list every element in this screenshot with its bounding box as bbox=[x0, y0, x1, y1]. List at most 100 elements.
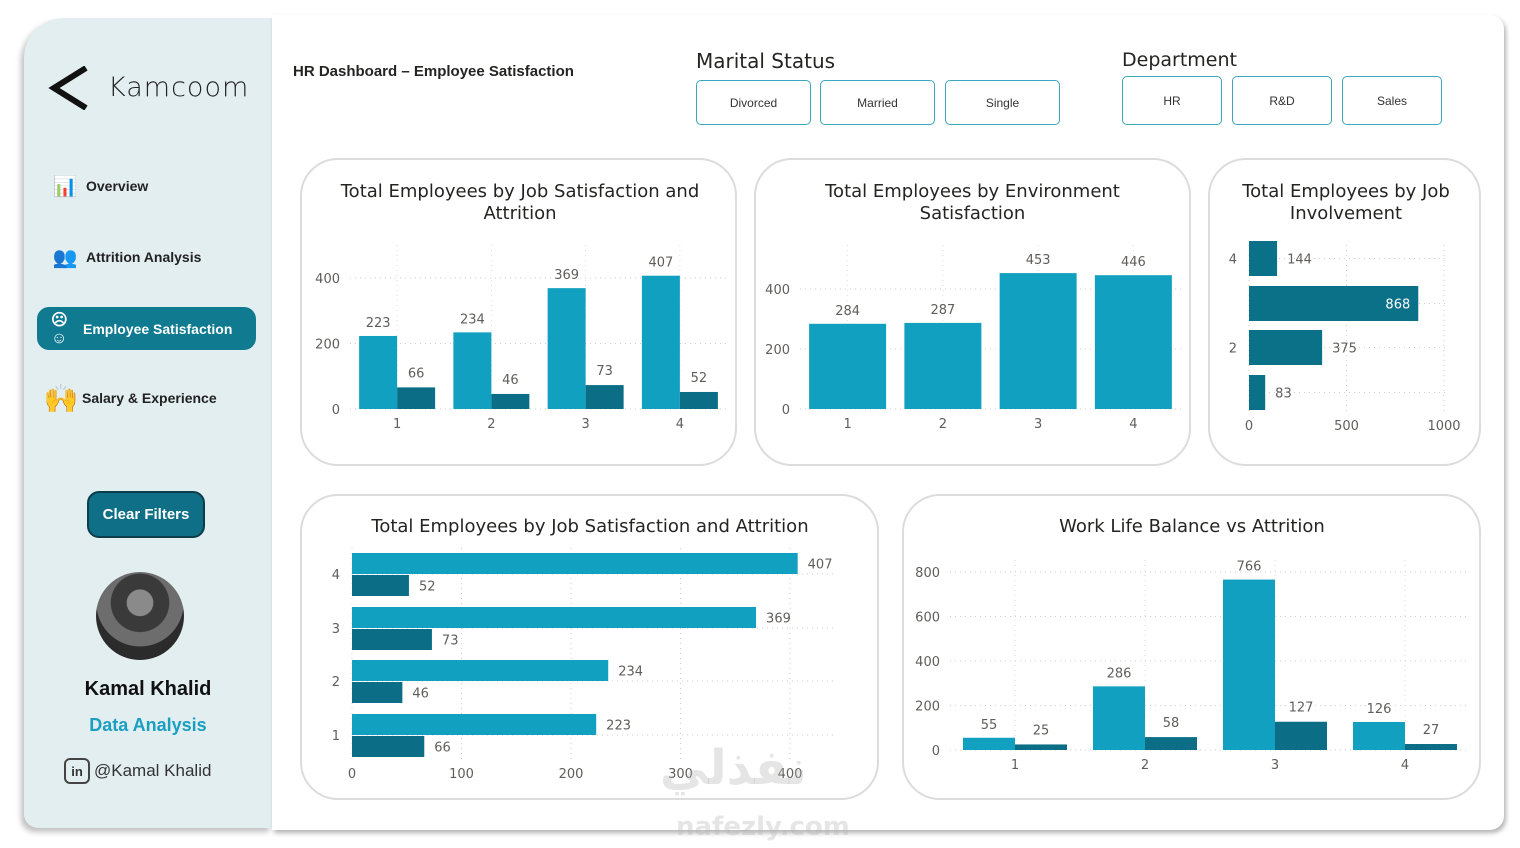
x-tick-label: 3 bbox=[581, 417, 589, 432]
bar bbox=[1249, 375, 1266, 410]
x-tick-label: 3 bbox=[1034, 417, 1042, 432]
data-label: 27 bbox=[1423, 723, 1440, 738]
x-tick-label: 1 bbox=[1011, 758, 1019, 773]
linkedin-icon: in bbox=[64, 758, 90, 784]
watermark-latin: nafezly.com bbox=[676, 812, 850, 842]
marital-status-label: Marital Status bbox=[696, 49, 836, 73]
bar bbox=[1093, 686, 1145, 750]
data-label: 52 bbox=[691, 371, 708, 386]
x-tick-label: 4 bbox=[1401, 758, 1409, 773]
data-label: 407 bbox=[648, 256, 673, 271]
data-label: 52 bbox=[419, 580, 436, 595]
bar bbox=[352, 629, 432, 650]
data-label: 25 bbox=[1033, 723, 1050, 738]
bar bbox=[1275, 721, 1327, 750]
filter-single[interactable]: Single bbox=[945, 80, 1060, 125]
data-label: 66 bbox=[434, 741, 451, 756]
data-label: 375 bbox=[1332, 342, 1357, 357]
x-tick-label: 0 bbox=[348, 767, 356, 782]
x-tick-label: 4 bbox=[1129, 417, 1137, 432]
data-label: 144 bbox=[1287, 253, 1312, 268]
back-arrow-icon[interactable] bbox=[48, 66, 90, 110]
bar bbox=[641, 275, 680, 409]
sidebar-item-label: Employee Satisfaction bbox=[83, 320, 233, 337]
sidebar-item-label: Overview bbox=[86, 178, 149, 194]
bar bbox=[352, 607, 757, 628]
y-tick-label: 400 bbox=[765, 283, 790, 298]
sidebar-item-salary-experience[interactable]: 🙌 Salary & Experience bbox=[43, 380, 217, 416]
x-tick-label: 2 bbox=[1141, 758, 1149, 773]
data-label: 73 bbox=[442, 634, 459, 649]
bar bbox=[352, 682, 403, 703]
filter-rd[interactable]: R&D bbox=[1232, 76, 1332, 125]
bar bbox=[359, 335, 398, 409]
linkedin-link[interactable]: in @Kamal Khalid bbox=[64, 758, 211, 784]
x-tick-label: 0 bbox=[1245, 419, 1253, 434]
data-label: 234 bbox=[618, 665, 643, 680]
bar bbox=[1405, 743, 1457, 750]
y-tick-label: 200 bbox=[765, 343, 790, 358]
bar bbox=[1249, 286, 1419, 321]
data-label: 868 bbox=[1385, 298, 1410, 313]
bar bbox=[585, 385, 624, 409]
bar bbox=[352, 553, 798, 574]
profile-name: Kamal Khalid bbox=[84, 678, 212, 700]
y-tick-label: 400 bbox=[915, 655, 940, 670]
y-tick-label: 400 bbox=[315, 272, 340, 287]
x-tick-label: 1 bbox=[843, 417, 851, 432]
bar bbox=[453, 332, 492, 409]
x-tick-label: 2 bbox=[939, 417, 947, 432]
logo: Kamcoom bbox=[108, 72, 250, 103]
y-tick-label: 200 bbox=[915, 700, 940, 715]
bar bbox=[1145, 737, 1197, 750]
y-tick-label: 200 bbox=[315, 338, 340, 353]
data-label: 127 bbox=[1289, 701, 1314, 716]
data-label: 369 bbox=[554, 268, 579, 283]
bar bbox=[1249, 330, 1323, 365]
bar bbox=[491, 393, 530, 409]
sidebar-item-employee-satisfaction[interactable]: ☹☺ Employee Satisfaction bbox=[37, 307, 256, 350]
filter-hr[interactable]: HR bbox=[1122, 76, 1222, 125]
bar bbox=[397, 387, 436, 409]
data-label: 46 bbox=[502, 373, 519, 388]
bar bbox=[904, 322, 982, 409]
bar bbox=[809, 323, 887, 409]
linkedin-handle: @Kamal Khalid bbox=[94, 761, 212, 780]
department-label: Department bbox=[1122, 49, 1237, 71]
overview-chart-icon: 📊 bbox=[52, 175, 78, 198]
x-tick-label: 300 bbox=[668, 767, 693, 782]
bar bbox=[1353, 721, 1405, 750]
celebrating-person-icon: 🙌 bbox=[43, 382, 79, 414]
clear-filters-button[interactable]: Clear Filters bbox=[87, 491, 205, 538]
page-title: HR Dashboard – Employee Satisfaction bbox=[293, 63, 574, 80]
sidebar-item-label: Salary & Experience bbox=[82, 390, 217, 406]
sidebar-item-attrition-analysis[interactable]: 👥 Attrition Analysis bbox=[50, 239, 202, 275]
sidebar-item-overview[interactable]: 📊 Overview bbox=[50, 168, 149, 204]
sidebar-item-label: Attrition Analysis bbox=[86, 249, 202, 265]
y-tick-label: 1 bbox=[332, 729, 340, 744]
x-tick-label: 1000 bbox=[1427, 419, 1460, 434]
team-search-icon: 👥 bbox=[52, 246, 78, 269]
profile-role: Data Analysis bbox=[89, 715, 207, 735]
x-tick-label: 100 bbox=[449, 767, 474, 782]
chart-title: Total Employees by Job Involvement bbox=[1242, 181, 1450, 224]
filter-married[interactable]: Married bbox=[820, 80, 935, 125]
data-label: 126 bbox=[1367, 702, 1392, 717]
bar bbox=[679, 391, 718, 409]
data-label: 286 bbox=[1107, 666, 1132, 681]
x-tick-label: 200 bbox=[559, 767, 584, 782]
data-label: 446 bbox=[1121, 255, 1146, 270]
data-label: 46 bbox=[412, 687, 429, 702]
y-tick-label: 2 bbox=[332, 675, 340, 690]
filter-sales[interactable]: Sales bbox=[1342, 76, 1442, 125]
bar bbox=[999, 273, 1077, 409]
x-tick-label: 2 bbox=[487, 417, 495, 432]
data-label: 73 bbox=[596, 364, 613, 379]
filter-divorced[interactable]: Divorced bbox=[696, 80, 811, 125]
y-tick-label: 4 bbox=[332, 568, 340, 583]
data-label: 66 bbox=[408, 366, 425, 381]
bar bbox=[547, 288, 586, 409]
data-label: 453 bbox=[1026, 253, 1051, 268]
bar bbox=[1249, 241, 1278, 276]
